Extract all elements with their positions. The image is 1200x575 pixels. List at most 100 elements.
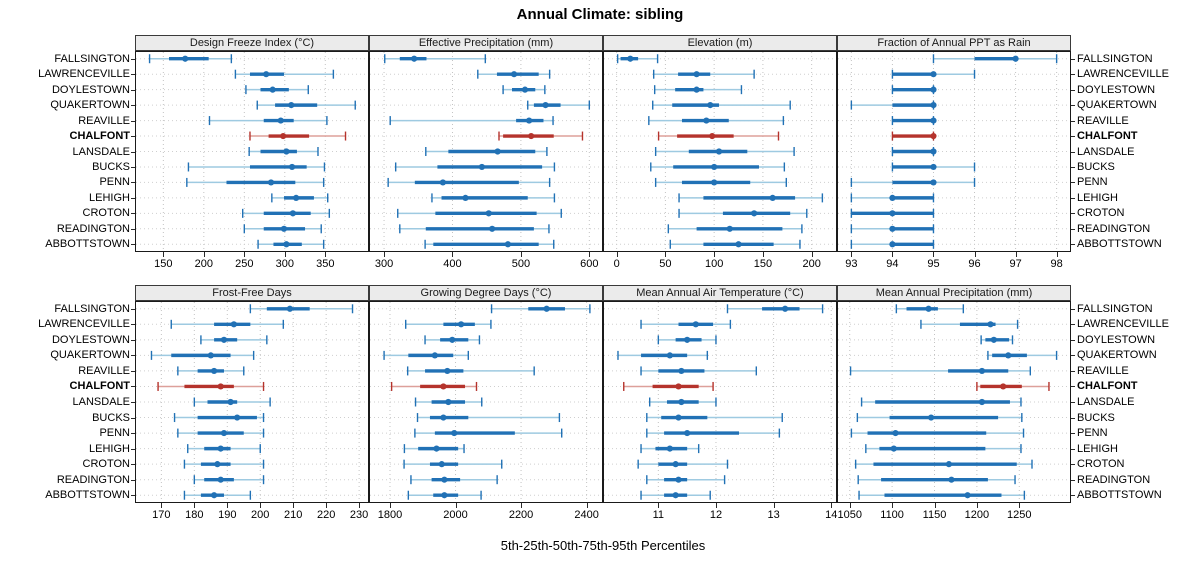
category-label-left-abbottstown: ABBOTTSTOWN	[45, 238, 130, 251]
row-axis-tick	[131, 433, 135, 434]
percentile-row-abbottstown	[424, 239, 555, 249]
percentile-row-doylestown	[502, 85, 546, 95]
percentile-row-bucks	[891, 162, 976, 172]
percentile-row-abbottstown	[669, 239, 801, 249]
percentile-row-lehigh	[431, 193, 556, 203]
axis-tick-mark	[521, 503, 523, 508]
axis-tick-label: 500	[511, 258, 531, 270]
category-label-left-chalfont: CHALFONT	[69, 130, 131, 143]
category-label-left-lansdale: LANSDALE	[72, 396, 130, 408]
row-axis-tick	[1071, 355, 1075, 356]
percentile-row-quakertown	[850, 100, 937, 110]
category-label-left-chalfont: CHALFONT	[69, 380, 131, 393]
category-label-right-lansdale: LANSDALE	[1077, 396, 1135, 408]
x-axis: 170 180 190 200 210 220 230	[135, 503, 369, 529]
axis-tick-label: 200	[802, 258, 821, 270]
axis-tick-label: 0	[613, 258, 620, 270]
category-label-left-reaville: REAVILLE	[78, 114, 130, 127]
percentile-row-quakertown	[617, 350, 709, 360]
axis-tick-mark	[715, 503, 717, 508]
category-label-right-readington: READINGTON	[1077, 222, 1151, 235]
row-axis-tick	[1071, 105, 1075, 106]
percentile-row-chalfont	[891, 131, 937, 141]
percentile-row-fallsington	[616, 54, 659, 64]
category-label-left-doylestown: DOYLESTOWN	[51, 83, 130, 96]
axis-tick-mark	[892, 503, 894, 508]
axis-tick-label: 190	[218, 509, 237, 521]
category-label-right-quakertown: QUAKERTOWN	[1077, 99, 1157, 112]
axis-tick-label: 94	[886, 258, 899, 270]
axis-tick-mark	[1015, 252, 1017, 257]
percentile-row-abbottstown	[257, 239, 325, 249]
percentile-row-reaville	[640, 366, 758, 376]
percentile-row-lawrenceville	[477, 69, 551, 79]
percentile-row-chalfont	[249, 131, 347, 141]
axis-tick-mark	[1019, 503, 1021, 508]
percentile-row-penn	[654, 177, 788, 187]
axis-tick-label: 50	[659, 258, 672, 270]
percentile-row-doylestown	[424, 335, 481, 345]
percentile-row-reaville	[177, 366, 245, 376]
category-label-right-quakertown: QUAKERTOWN	[1077, 349, 1157, 362]
percentile-row-bucks	[646, 413, 783, 423]
axis-tick-label: 2000	[443, 509, 468, 521]
axis-tick-label: 150	[753, 258, 773, 270]
percentile-row-fallsington	[726, 304, 824, 314]
axis-tick-mark	[851, 252, 853, 257]
category-label-right-readington: READINGTON	[1077, 473, 1151, 486]
row-axis-tick	[131, 340, 135, 341]
row-axis-tick	[131, 198, 135, 199]
axis-tick-label: 150	[154, 258, 173, 270]
category-label-right-penn: PENN	[1077, 427, 1108, 440]
percentile-row-quakertown	[527, 100, 591, 110]
axis-tick-label: 2200	[508, 509, 534, 521]
percentile-row-chalfont	[390, 381, 478, 391]
percentile-row-croton	[397, 208, 562, 218]
axis-tick-mark	[163, 252, 165, 257]
percentile-row-lawrenceville	[891, 69, 976, 79]
percentile-row-croton	[183, 459, 265, 469]
axis-tick-mark	[194, 503, 196, 508]
category-label-left-lehigh: LEHIGH	[89, 442, 130, 455]
axis-tick-mark	[849, 503, 851, 508]
percentile-row-chalfont	[657, 131, 780, 141]
percentile-row-lansdale	[648, 397, 717, 407]
row-axis-tick	[1071, 480, 1075, 481]
x-axis: 11 12 13 14	[603, 503, 837, 529]
row-axis-tick	[1071, 182, 1075, 183]
percentile-row-lansdale	[654, 147, 795, 156]
axis-tick-mark	[293, 503, 295, 508]
percentile-row-doylestown	[980, 335, 1014, 345]
row-axis-tick	[1071, 167, 1075, 168]
row-axis-tick	[1071, 495, 1075, 496]
category-label-right-doylestown: DOYLESTOWN	[1077, 83, 1156, 96]
row-axis-tick	[131, 402, 135, 403]
category-label-right-penn: PENN	[1077, 176, 1108, 189]
category-label-left-quakertown: QUAKERTOWN	[50, 349, 130, 362]
axis-tick-mark	[773, 503, 775, 508]
category-label-right-croton: CROTON	[1077, 458, 1125, 471]
percentile-row-fallsington	[249, 304, 354, 314]
axis-tick-label: 14	[825, 509, 838, 521]
row-axis-tick	[131, 464, 135, 465]
percentile-row-penn	[414, 428, 563, 438]
category-label-left-lansdale: LANSDALE	[72, 145, 130, 158]
axis-tick-mark	[586, 503, 588, 508]
percentile-row-lansdale	[248, 147, 319, 156]
percentile-row-croton	[678, 208, 808, 218]
category-label-left-reaville: REAVILLE	[78, 364, 130, 377]
percentile-row-penn	[850, 177, 976, 187]
row-axis-tick	[131, 229, 135, 230]
axis-tick-label: 1100	[880, 509, 904, 521]
strip-title: Mean Annual Precipitation (mm)	[837, 285, 1071, 301]
axis-tick-mark	[665, 252, 667, 257]
percentile-row-readington	[243, 224, 322, 234]
row-axis-tick	[1071, 386, 1075, 387]
percentile-row-quakertown	[256, 100, 356, 110]
row-axis-tick	[1071, 213, 1075, 214]
row-axis-tick	[1071, 449, 1075, 450]
axis-tick-mark	[976, 503, 978, 508]
row-axis-tick	[131, 355, 135, 356]
axis-tick-mark	[227, 503, 229, 508]
percentile-row-fallsington	[932, 54, 1058, 64]
